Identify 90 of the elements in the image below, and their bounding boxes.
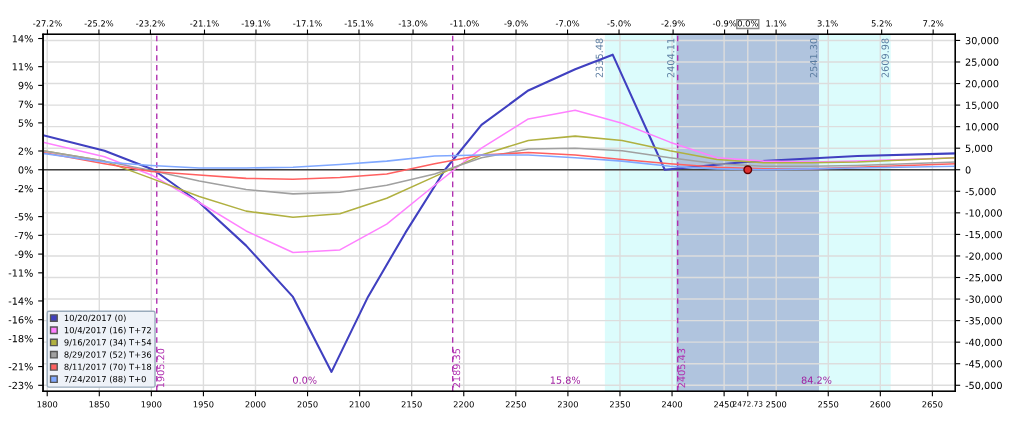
x2-tick-label: -19.1% (241, 20, 271, 27)
legend-label: 8/29/2017 (52) T+36 (64, 351, 152, 359)
x-tick-label: 2000 (245, 401, 266, 408)
y-tick-label: -9% (14, 250, 33, 258)
line-series (43, 152, 956, 171)
y-tick-label: -5% (14, 213, 33, 221)
x2-tick-label: -11.0% (450, 20, 479, 27)
y-tick-label: 2% (18, 147, 33, 155)
y2-tick-label: -20,000 (965, 252, 1002, 261)
annotation: 2609.98 (881, 38, 889, 78)
y-tick-label: -21% (8, 363, 33, 371)
y2-tick-label: 0 (965, 166, 971, 174)
ref-line-label: 2189.35 (452, 348, 461, 388)
x2-tick-label: -5.0% (607, 20, 631, 27)
legend-label: 9/16/2017 (34) T+54 (64, 339, 152, 347)
x2-tick-label: -25.2% (84, 20, 114, 27)
x-tick-label: 2600 (870, 401, 891, 408)
y-tick-label: -7% (14, 231, 33, 240)
x-tick-label: 2450 (714, 401, 735, 408)
x2-tick-label: -9.0% (504, 20, 528, 27)
x-tick-label: 2050 (297, 401, 318, 408)
x-tick-label: 1850 (89, 401, 110, 408)
x2-tick-label: -0.9% (712, 20, 737, 27)
y2-tick-label: -40,000 (965, 338, 1002, 347)
x-tick-label: 1800 (37, 401, 58, 408)
y2-tick-label: -25,000 (965, 273, 1002, 283)
x-tick-label: 2100 (349, 401, 370, 408)
y-tick-label: -11% (8, 269, 33, 277)
x2-tick-label: 7.2% (923, 20, 944, 27)
x2-tick-label: -17.1% (293, 20, 322, 27)
x2-tick-label: -27.2% (33, 20, 62, 27)
ref-line-label: 1905.20 (156, 348, 165, 388)
legend-label: 10/4/2017 (16) T+72 (64, 326, 151, 335)
y-tick-label: 5% (18, 119, 33, 127)
x-tick-label: 2550 (818, 401, 839, 408)
x-tick-label: 2400 (662, 401, 683, 408)
x-tick-label: 1950 (193, 401, 214, 408)
legend-label: 7/24/2017 (88) T+0 (64, 375, 146, 384)
annotation: 15.8% (550, 376, 581, 384)
x-tick-label: 2650 (922, 401, 943, 408)
y2-tick-label: -45,000 (965, 360, 1002, 369)
y2-tick-label: 20,000 (965, 80, 999, 89)
band-label: 2541.30 (809, 38, 818, 78)
x2-tick-label: -7.0% (555, 20, 580, 27)
y2-tick-label: -15,000 (965, 230, 1002, 240)
y2-tick-label: 15,000 (966, 101, 999, 110)
y2-tick-label: -35,000 (965, 317, 1002, 326)
y-tick-label: 14% (12, 35, 33, 43)
y-tick-label: 7% (18, 100, 33, 108)
x-tick-label: 2150 (401, 401, 422, 408)
x2-tick-label: 1.1% (766, 20, 787, 27)
y-tick-label: -2% (14, 184, 33, 193)
x-tick-label: 2300 (557, 401, 578, 408)
x-tick-label: 1900 (141, 401, 162, 408)
y-tick-label: -18% (8, 334, 33, 343)
legend-label: 10/20/2017 (0) (64, 314, 126, 323)
x2-tick-label: -2.9% (661, 20, 685, 27)
y2-tick-label: -5,000 (965, 187, 996, 197)
x2-tick-label: 0.0% (737, 20, 758, 27)
x-tick-label: 2500 (766, 401, 787, 408)
y-tick-label: 11% (12, 63, 33, 71)
line-series (43, 151, 956, 180)
y-tick-label: -14% (8, 297, 33, 305)
y2-tick-label: 30,000 (965, 36, 999, 46)
legend-label: 8/11/2017 (70) T+18 (64, 363, 152, 371)
y2-tick-label: 5,000 (965, 144, 993, 154)
band-label: 2335.48 (595, 38, 603, 78)
x-tick-label: 2200 (453, 401, 474, 408)
y2-tick-label: -50,000 (965, 381, 1002, 391)
y2-tick-label: 25,000 (965, 58, 999, 67)
x-tick-label: 2350 (609, 401, 631, 408)
y2-tick-label: 10,000 (966, 123, 999, 132)
annotation: 0.0% (293, 376, 317, 384)
x2-tick-label: 3.1% (817, 20, 838, 27)
y2-tick-label: -30,000 (965, 295, 1002, 304)
y2-tick-label: -10,000 (965, 209, 1002, 218)
y-tick-label: 9% (18, 81, 33, 90)
y-tick-label: 0% (18, 166, 33, 174)
band-label: 2404.11 (667, 38, 675, 78)
x-tick-label: 2250 (505, 401, 526, 408)
annotation: 84.2% (801, 376, 832, 384)
x2-tick-label: -23.2% (136, 20, 165, 27)
ref-line-label: 2405.43 (677, 348, 686, 388)
y-tick-label: -23% (8, 381, 33, 390)
x2-tick-label: -13.0% (398, 20, 428, 27)
x2-tick-label: -15.1% (344, 20, 374, 27)
y-tick-label: -16% (8, 316, 33, 324)
x2-tick-label: -21.1% (190, 20, 219, 27)
x2-tick-label: 5.2% (871, 20, 892, 27)
line-series (43, 147, 956, 195)
